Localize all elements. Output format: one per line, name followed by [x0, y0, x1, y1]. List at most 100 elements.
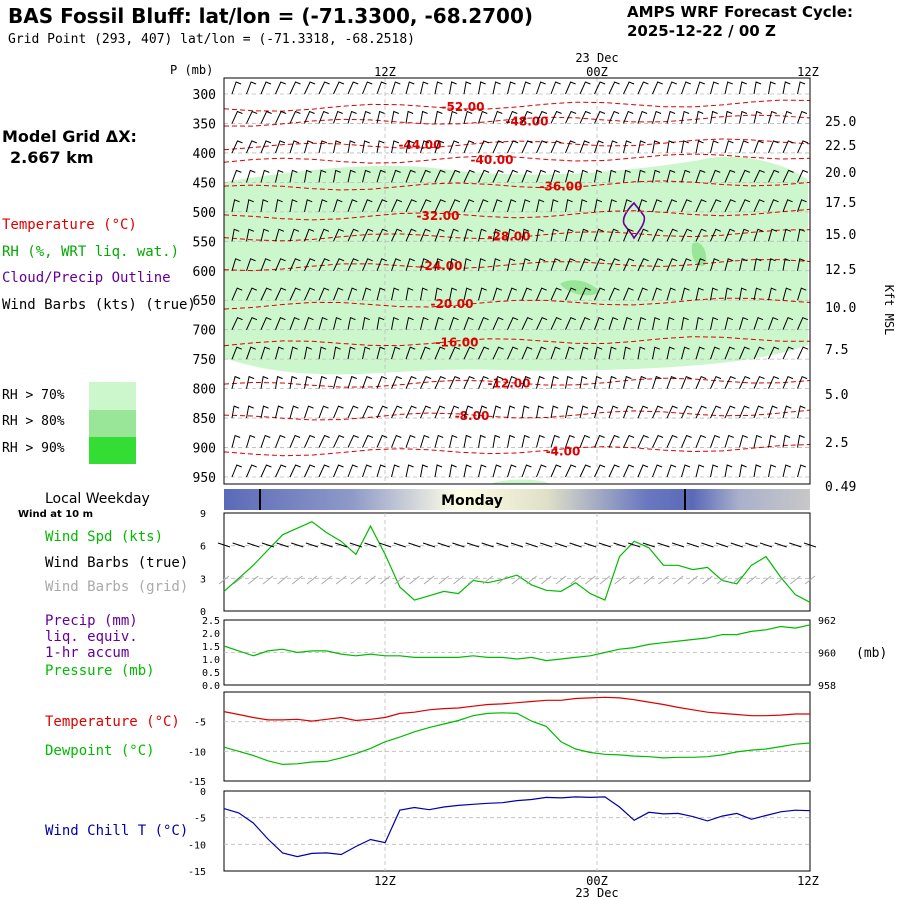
wind-barb: [608, 169, 617, 183]
wind-barb: [376, 258, 387, 271]
top-time-tick: 12Z: [797, 65, 819, 79]
wind-barb: [579, 405, 589, 419]
wind-barb: [318, 199, 328, 212]
wind-barb: [623, 346, 631, 360]
wind-barb: [536, 464, 547, 478]
wind-barb-grid: [423, 575, 435, 585]
wind-barb: [565, 169, 574, 183]
wind-barb: [608, 405, 619, 419]
wind-barb: [594, 199, 603, 212]
wind-barb: [420, 140, 430, 154]
wind-barb-grid: [555, 575, 567, 585]
wind-barb: [463, 110, 473, 124]
wind-barb: [231, 199, 240, 212]
wind-barb: [376, 375, 387, 389]
wind-barb: [594, 317, 605, 330]
wind-barb: [376, 228, 388, 242]
wind-barb: [579, 287, 591, 301]
wind-barb: [782, 228, 792, 242]
wind-barb: [289, 346, 298, 360]
wind-barb: [536, 317, 548, 330]
wind-barb-grid: [335, 575, 347, 585]
wind-barb: [333, 375, 342, 389]
wind-barb: [608, 317, 619, 330]
wind-barb: [449, 140, 460, 154]
wind-barb: [304, 434, 316, 448]
wind-barb: [333, 346, 341, 360]
wind-barb: [420, 375, 432, 389]
wind-barb: [521, 140, 533, 154]
pressure-axis-title: P (mb): [170, 63, 213, 77]
wind-barb: [420, 169, 431, 183]
wind-barb: [434, 140, 445, 154]
wind-barb: [579, 110, 591, 124]
pressure-tick-label: 900: [193, 442, 216, 457]
wind-barb: [434, 228, 445, 242]
temperature-contour: [223, 229, 811, 242]
wind-barb: [797, 169, 809, 183]
wind-barb: [594, 169, 602, 183]
wind-barb: [768, 140, 779, 154]
wind-barb: [579, 199, 588, 212]
wind-barb-true: [730, 542, 743, 548]
wind-barb: [565, 317, 576, 330]
wind-barb: [434, 375, 446, 389]
wind-barb: [710, 346, 720, 360]
wind-barb-true: [628, 542, 641, 548]
wind-barb: [681, 81, 691, 95]
wind-barb: [420, 199, 432, 213]
wind-barb: [536, 258, 546, 271]
wind-barb: [405, 258, 415, 271]
pressure-tick-label: 950: [193, 471, 216, 486]
wind-barb: [420, 405, 431, 419]
wind-barb: [347, 140, 356, 154]
wind-barb: [797, 287, 807, 301]
wind-barb: [492, 346, 504, 360]
wind-barb: [652, 169, 661, 183]
wind-barb: [362, 228, 374, 242]
wind-barb: [623, 140, 632, 154]
wind-barb: [768, 110, 777, 124]
wind-barb: [507, 464, 517, 478]
wind-barb: [695, 434, 706, 448]
wind-barb: [463, 464, 472, 478]
wind-barb: [724, 258, 734, 271]
wind-barb-true: [378, 542, 392, 548]
kft-tick-label: 17.5: [825, 196, 856, 211]
wind-barb: [550, 317, 562, 330]
wind-barb: [260, 434, 271, 448]
wind-barb-true: [715, 542, 729, 548]
wind-speed-tick: 3: [200, 574, 206, 585]
kft-tick-label: 5.0: [825, 388, 848, 403]
legend-rh80-label: RH > 80%: [2, 414, 65, 429]
wind-barb: [579, 464, 591, 478]
wind-barb: [637, 375, 647, 389]
wind-barb: [434, 81, 443, 95]
wind-barb: [710, 405, 722, 419]
wind-barb: [797, 346, 809, 360]
wind-barb: [478, 434, 486, 448]
legend-temperature: Temperature (°C): [2, 217, 137, 233]
temperature-contour-label: -4.00: [546, 444, 581, 458]
wind-barb: [376, 110, 385, 124]
wind-barb: [710, 169, 721, 183]
wind-barb-true: [437, 542, 450, 548]
wind-barb: [681, 110, 690, 124]
wind-barb: [478, 346, 490, 360]
wind-barb-grid: [511, 575, 523, 585]
wind-barb: [362, 464, 372, 478]
wind-barb: [565, 81, 576, 95]
wind-barb: [594, 228, 604, 242]
wind-barb: [666, 434, 678, 448]
wind-barb: [536, 81, 546, 95]
temperature-contour-label: -48.00: [506, 115, 549, 129]
kft-axis-title: Kft MSL: [882, 285, 896, 336]
wind-barb: [594, 81, 606, 95]
wind-barb: [681, 346, 690, 360]
wind-barb: [405, 375, 417, 389]
windchill-tick: 0: [200, 787, 206, 798]
wind-barb: [420, 464, 428, 478]
wind-barb: [289, 258, 301, 271]
wind-barb: [623, 228, 634, 242]
wind-barb: [304, 81, 316, 95]
